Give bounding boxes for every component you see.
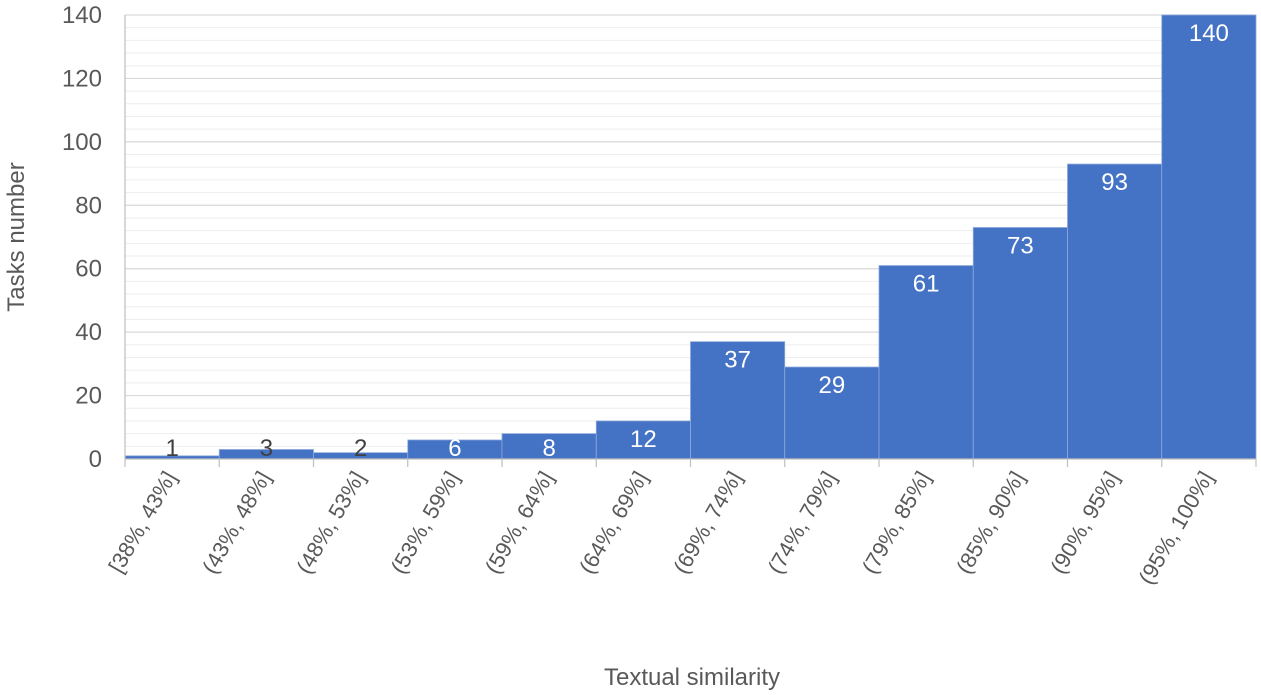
bar [501,433,597,460]
y-axis-title: Tasks number [3,162,30,311]
y-tick-label: 80 [75,192,102,219]
bars [124,14,1257,460]
bar [972,227,1068,460]
x-tick-label: (90%, 95%] [1045,467,1124,578]
data-label: 6 [448,435,461,462]
x-tick-label: (69%, 74%] [668,467,747,578]
data-label: 93 [1101,169,1128,196]
x-tick-label: (74%, 79%] [763,467,842,578]
x-tick-label: (59%, 64%] [480,467,559,578]
x-tick-label: (43%, 48%] [197,467,276,578]
data-label: 3 [260,435,273,462]
x-tick-label: [38%, 43%] [104,467,182,577]
x-tick-label: (53%, 59%] [386,467,465,578]
data-label: 37 [724,347,751,374]
x-tick-label: (79%, 85%] [857,467,936,578]
x-tick-labels: [38%, 43%] (43%, 48%] (48%, 53%] (53%, 59%]… [104,467,1219,589]
bar [595,420,691,460]
y-tick-label: 140 [62,2,102,29]
x-tick-label: (64%, 69%] [574,467,653,578]
y-tick-labels: 0 20 40 60 80 100 120 140 [62,2,102,473]
data-label: 2 [354,435,367,462]
y-tick-label: 40 [75,319,102,346]
bar [1161,14,1257,460]
x-tick-label: (48%, 53%] [291,467,370,578]
data-label: 61 [913,271,940,298]
data-labels: 1 3 2 6 8 12 37 29 61 73 93 140 [165,20,1228,462]
data-label: 12 [630,426,657,453]
data-label: 8 [542,435,555,462]
x-tick-label: (85%, 90%] [951,467,1030,578]
data-label: 140 [1189,20,1229,47]
y-tick-label: 0 [89,446,102,473]
bar [878,265,974,460]
y-tick-label: 20 [75,383,102,410]
data-label: 73 [1007,232,1034,259]
data-label: 1 [165,435,178,462]
y-tick-label: 60 [75,256,102,283]
bar [690,341,786,460]
x-axis-title: Textual similarity [604,664,780,691]
x-tick-label: (95%, 100%] [1134,467,1219,589]
y-tick-label: 100 [62,129,102,156]
y-tick-label: 120 [62,65,102,92]
axes [124,15,1257,467]
data-label: 29 [819,372,846,399]
bar [1067,163,1163,460]
